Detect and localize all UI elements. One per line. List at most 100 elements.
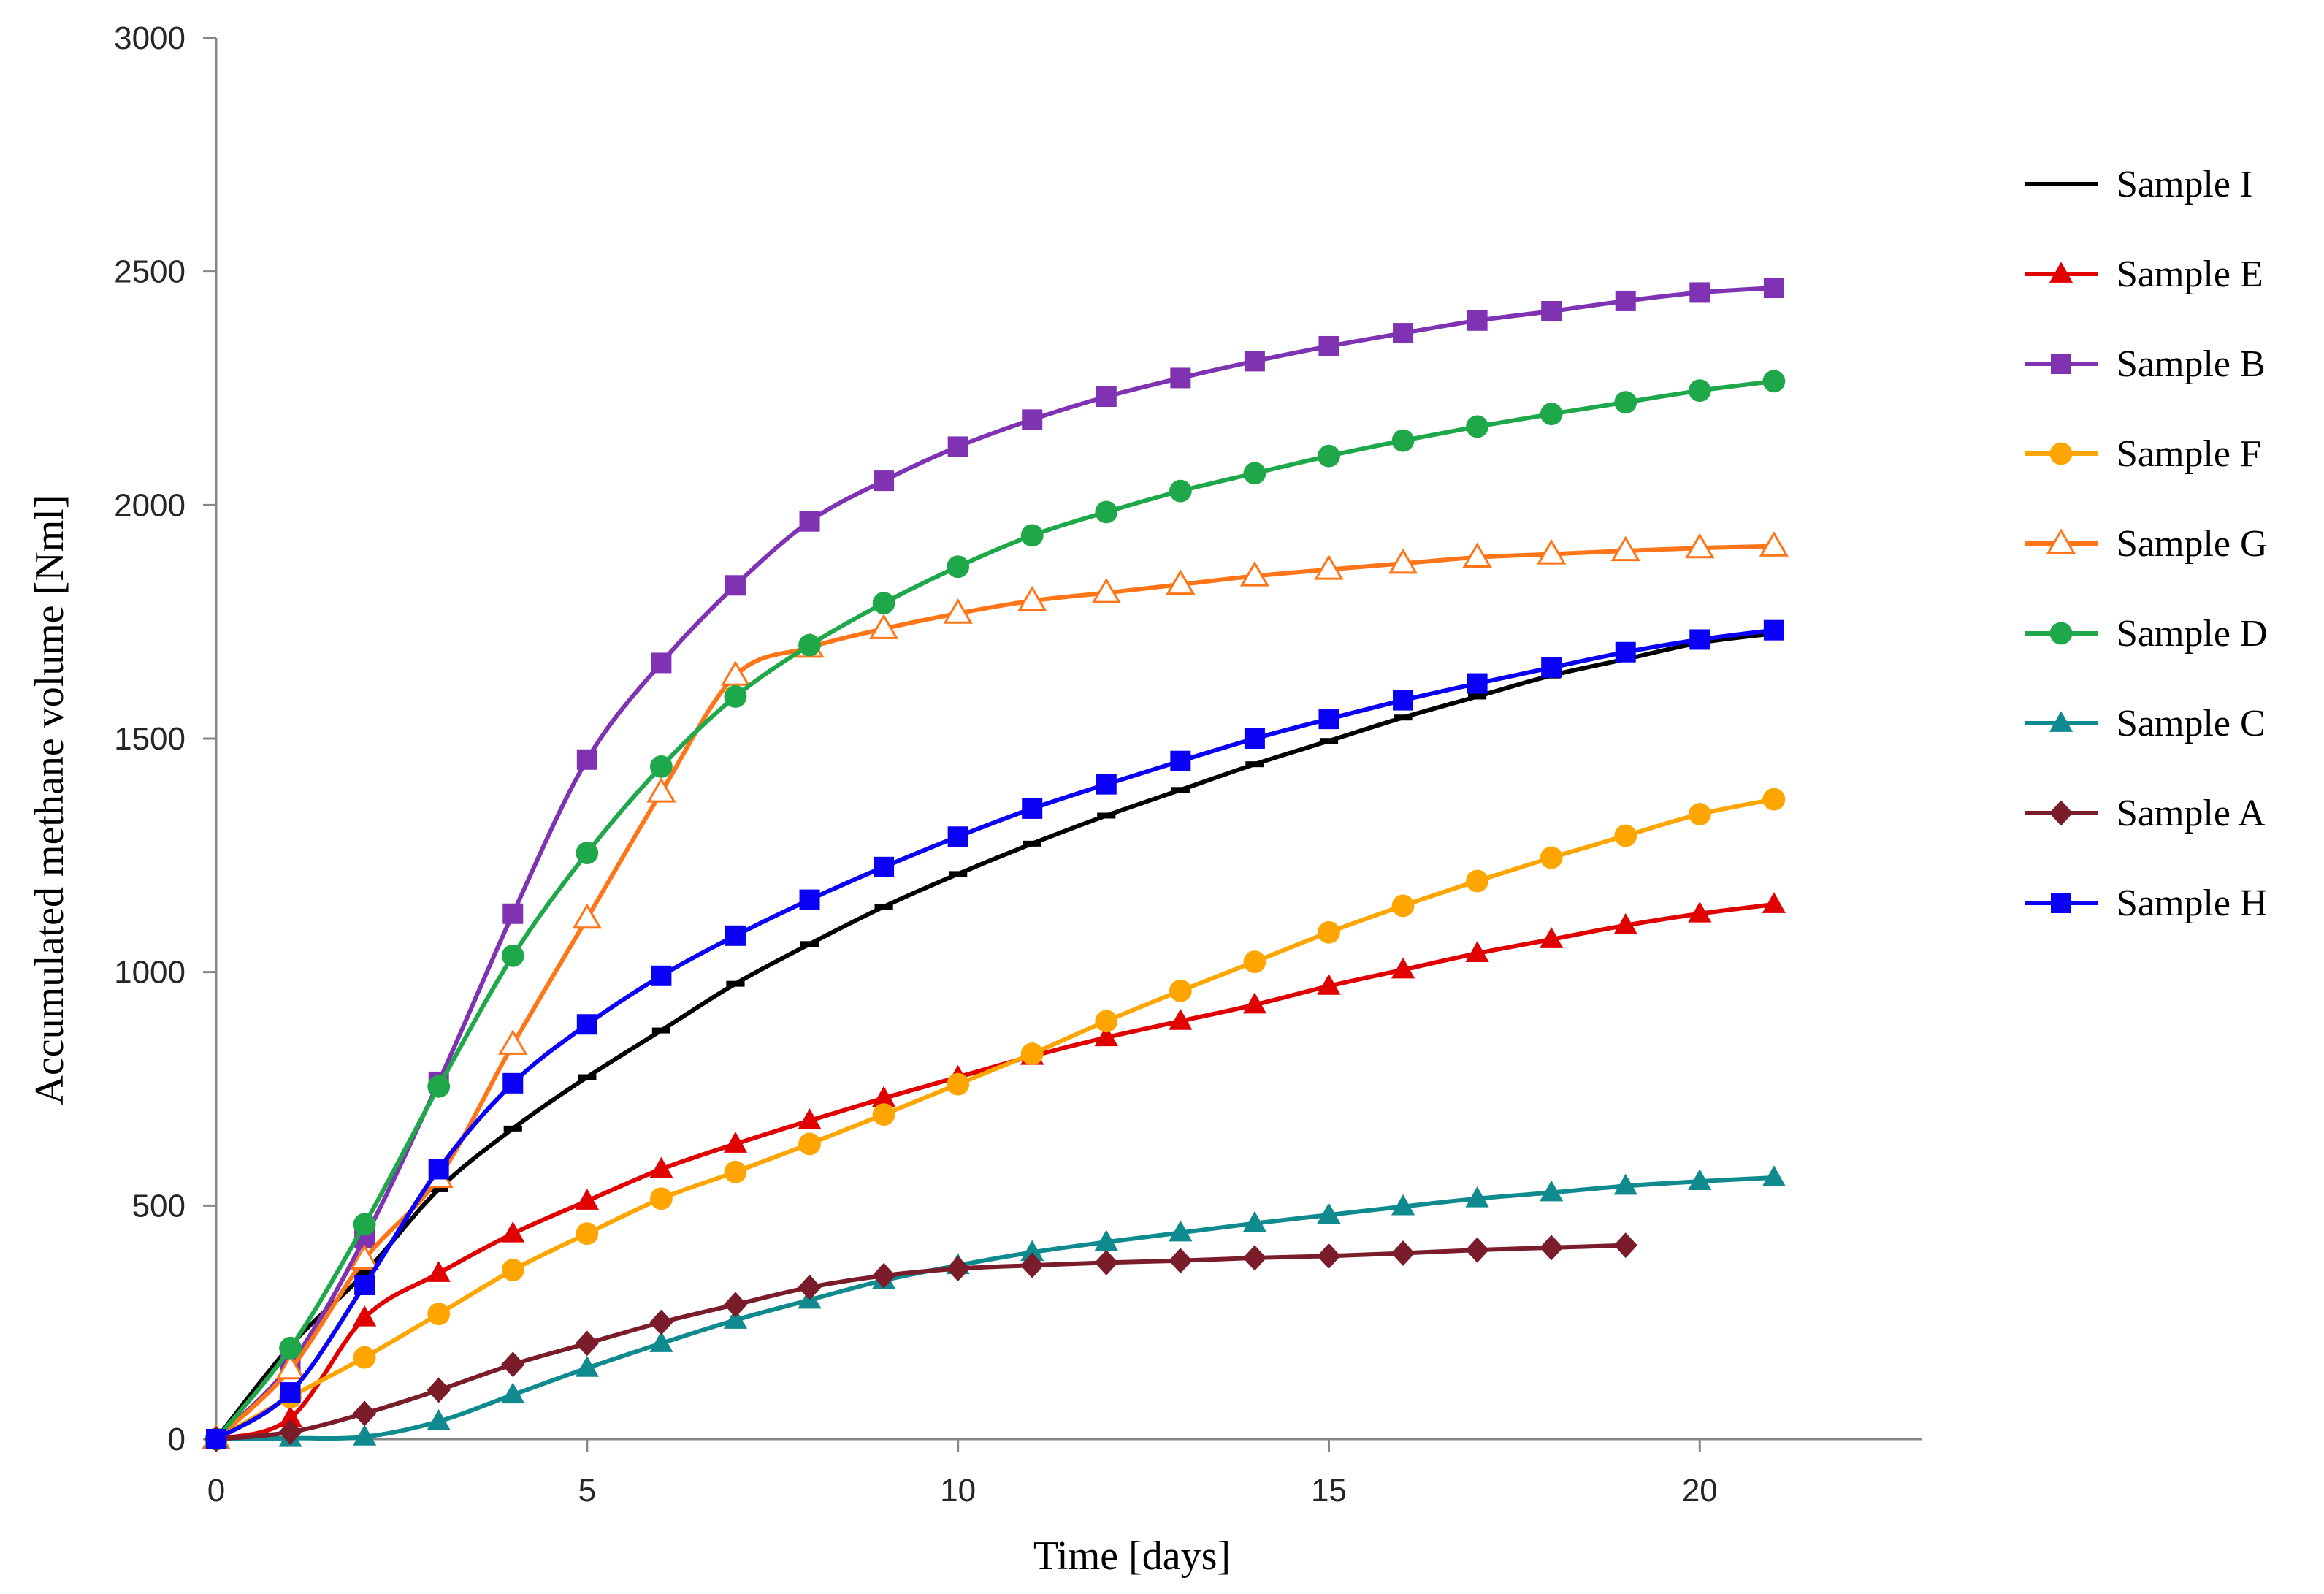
- series-marker: [798, 1274, 822, 1300]
- series-marker: [651, 1027, 670, 1034]
- series-marker: [1762, 1165, 1786, 1186]
- series-marker: [1318, 709, 1339, 730]
- series-marker: [1688, 901, 1712, 923]
- series-marker: [427, 1303, 451, 1326]
- series-marker: [1094, 1229, 1118, 1251]
- series-marker: [1020, 1252, 1044, 1278]
- series-marker: [1242, 1210, 1267, 1232]
- series-marker: [503, 1125, 522, 1132]
- series-marker: [576, 1014, 597, 1035]
- series-marker: [1391, 1194, 1415, 1216]
- series-marker: [874, 470, 895, 492]
- series-marker: [723, 1308, 748, 1329]
- series-marker: [2049, 442, 2073, 465]
- series-marker: [1318, 444, 1340, 468]
- legend-item-sample-d: Sample D: [2025, 613, 2268, 655]
- series-marker: [1540, 846, 1563, 869]
- legend-label: Sample G: [2117, 523, 2268, 565]
- series-marker: [501, 1221, 525, 1243]
- series-marker: [1022, 798, 1043, 819]
- series-marker: [1314, 554, 1344, 580]
- series-marker: [723, 1292, 748, 1318]
- series-marker: [572, 903, 602, 929]
- series-marker: [1393, 690, 1414, 711]
- series-marker: [1540, 1180, 1564, 1202]
- series-marker: [278, 1406, 302, 1427]
- series-marker: [355, 1270, 374, 1277]
- series-marker: [1465, 1237, 1489, 1263]
- series-marker: [1317, 974, 1341, 995]
- series-marker: [949, 871, 968, 877]
- series-marker: [1391, 957, 1415, 979]
- series-marker: [651, 652, 672, 674]
- series-marker: [1317, 1202, 1341, 1224]
- series-marker: [1243, 462, 1266, 485]
- series-marker: [1466, 415, 1489, 438]
- series-sample-c: [204, 1165, 1786, 1448]
- y-tick-label: 1000: [114, 955, 186, 991]
- series-marker: [1020, 1240, 1044, 1262]
- series-marker: [353, 1305, 377, 1327]
- x-axis-title: Time [days]: [1033, 1533, 1231, 1579]
- series-marker: [1537, 538, 1567, 565]
- series-marker: [1689, 282, 1710, 303]
- series-marker: [1467, 310, 1488, 331]
- series-marker: [1393, 323, 1414, 344]
- series-marker: [1020, 524, 1044, 547]
- series-marker: [1688, 1169, 1712, 1190]
- series-marker: [576, 749, 597, 770]
- series-marker: [651, 965, 672, 986]
- series-marker: [1242, 1245, 1267, 1271]
- series-marker: [1465, 1186, 1489, 1208]
- legend-label: Sample A: [2117, 793, 2266, 834]
- series-sample-h: [206, 619, 1784, 1449]
- series-sample-a: [204, 1232, 1637, 1452]
- series-marker: [1763, 278, 1784, 299]
- series-marker: [649, 1331, 673, 1352]
- x-tick-label: 10: [940, 1473, 976, 1509]
- series-marker: [575, 1189, 599, 1210]
- series-sample-f: [205, 788, 1786, 1451]
- series-line: [214, 901, 1776, 1441]
- series-marker: [2049, 711, 2073, 732]
- series-marker: [354, 1275, 375, 1296]
- series-marker: [1169, 479, 1192, 503]
- series-marker: [649, 1187, 673, 1210]
- legend-item-sample-h: Sample H: [2025, 882, 2268, 924]
- series-marker: [576, 842, 599, 865]
- x-tick-label: 5: [578, 1473, 596, 1509]
- series-line: [214, 544, 1776, 1441]
- legend-item-sample-i: Sample I: [2025, 164, 2252, 205]
- series-marker: [1540, 1235, 1564, 1261]
- series-marker: [353, 1400, 377, 1427]
- series-marker: [874, 856, 895, 877]
- series-marker: [646, 777, 676, 803]
- legend-item-sample-e: Sample E: [2025, 253, 2263, 295]
- series-marker: [1096, 386, 1117, 408]
- series-marker: [1170, 750, 1191, 771]
- series-marker: [1245, 761, 1264, 768]
- series-marker: [947, 555, 970, 579]
- series-marker: [427, 1075, 451, 1098]
- series-marker: [1022, 409, 1043, 430]
- series-marker: [720, 660, 751, 686]
- series-marker: [280, 1382, 301, 1403]
- x-tick-label: 15: [1311, 1473, 1347, 1509]
- series-marker: [1244, 351, 1265, 372]
- series-marker: [872, 1103, 895, 1126]
- series-marker: [726, 980, 745, 987]
- series-marker: [428, 1159, 449, 1180]
- y-tick-label: 3000: [114, 20, 186, 56]
- series-line: [214, 628, 1776, 1441]
- series-marker: [1688, 803, 1711, 825]
- series-marker: [799, 889, 820, 910]
- series-marker: [1468, 693, 1487, 700]
- series-marker: [1169, 1248, 1193, 1274]
- series-marker: [1023, 840, 1041, 847]
- series-marker: [1613, 912, 1637, 934]
- series-marker: [871, 1086, 896, 1107]
- series-marker: [871, 1262, 896, 1289]
- series-marker: [1762, 370, 1786, 393]
